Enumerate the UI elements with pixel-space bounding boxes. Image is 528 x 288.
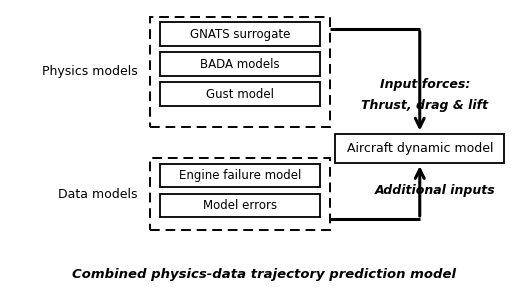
Text: GNATS surrogate: GNATS surrogate: [190, 28, 290, 41]
Text: Physics models: Physics models: [42, 65, 137, 79]
Text: Combined physics-data trajectory prediction model: Combined physics-data trajectory predict…: [72, 268, 456, 281]
Text: Data models: Data models: [58, 188, 137, 201]
Text: Thrust, drag & lift: Thrust, drag & lift: [362, 98, 488, 112]
Text: Aircraft dynamic model: Aircraft dynamic model: [346, 142, 493, 155]
FancyBboxPatch shape: [335, 134, 504, 163]
FancyBboxPatch shape: [160, 22, 320, 46]
FancyBboxPatch shape: [160, 52, 320, 76]
FancyBboxPatch shape: [160, 82, 320, 106]
Text: Additional inputs: Additional inputs: [375, 183, 496, 197]
FancyBboxPatch shape: [160, 164, 320, 187]
FancyBboxPatch shape: [160, 194, 320, 217]
Text: Model errors: Model errors: [203, 199, 277, 212]
Text: Engine failure model: Engine failure model: [179, 169, 301, 182]
Text: Gust model: Gust model: [206, 88, 274, 101]
Text: Input forces:: Input forces:: [380, 78, 470, 92]
Text: BADA models: BADA models: [201, 58, 280, 71]
